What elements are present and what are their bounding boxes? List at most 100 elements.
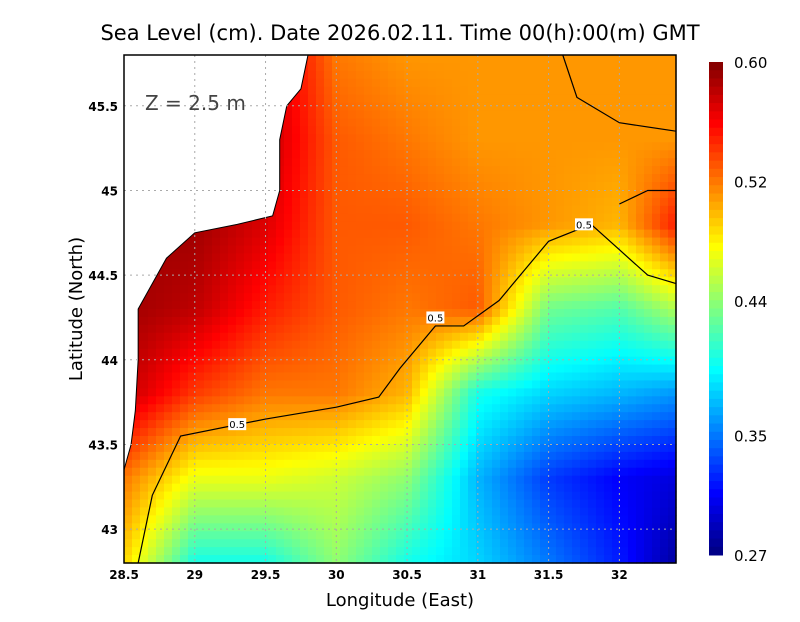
heat-cell xyxy=(612,126,621,135)
heat-cell xyxy=(572,253,581,262)
heat-cell xyxy=(532,507,541,516)
heat-cell xyxy=(420,491,429,501)
heat-cell xyxy=(524,309,533,318)
heat-cell xyxy=(668,555,677,564)
heat-cell xyxy=(596,229,605,239)
heat-cell xyxy=(412,547,421,556)
heat-cell xyxy=(604,396,613,405)
heat-cell xyxy=(236,269,245,278)
heat-cell xyxy=(140,412,149,421)
heat-cell xyxy=(444,396,453,405)
heat-cell xyxy=(460,301,469,310)
heat-cell xyxy=(356,396,365,405)
heat-cell xyxy=(236,372,245,382)
heat-cell xyxy=(428,102,437,112)
heat-cell xyxy=(308,523,317,532)
heat-cell xyxy=(332,301,341,310)
heat-cell xyxy=(596,197,605,207)
heat-cell xyxy=(420,443,429,453)
heat-cell xyxy=(404,293,413,302)
heat-cell xyxy=(524,94,533,104)
heat-cell xyxy=(132,531,141,540)
heat-cell xyxy=(508,134,517,143)
heat-cell xyxy=(612,55,621,64)
heat-cell xyxy=(428,237,437,247)
heat-cell xyxy=(668,531,677,540)
heat-cell xyxy=(292,364,301,374)
heat-cell xyxy=(308,420,317,429)
heat-cell xyxy=(292,309,301,318)
heat-cell xyxy=(220,428,229,437)
heat-cell xyxy=(668,277,677,286)
heat-cell xyxy=(508,412,517,421)
heat-cell xyxy=(332,229,341,239)
heat-cell xyxy=(588,388,597,397)
heat-cell xyxy=(444,166,453,175)
heat-cell xyxy=(348,62,357,72)
heat-cell xyxy=(412,356,421,366)
heat-cell xyxy=(308,285,317,294)
heat-cell xyxy=(204,412,213,421)
heat-cell xyxy=(236,245,245,255)
heat-cell xyxy=(284,499,293,509)
heat-cell xyxy=(428,142,437,151)
heat-cell xyxy=(540,459,549,469)
heat-cell xyxy=(484,324,493,334)
heat-cell xyxy=(556,277,565,286)
colorbar-swatch xyxy=(709,456,723,466)
heat-cell xyxy=(420,555,429,564)
heat-cell xyxy=(524,475,533,485)
heat-cell xyxy=(340,491,349,501)
heat-cell xyxy=(540,483,549,493)
heat-cell xyxy=(460,356,469,366)
heat-cell xyxy=(252,277,261,286)
heat-cell xyxy=(196,229,205,239)
heat-cell xyxy=(628,475,637,485)
heat-cell xyxy=(548,388,557,397)
heat-cell xyxy=(612,62,621,72)
heat-cell xyxy=(308,253,317,262)
heat-cell xyxy=(556,539,565,548)
heat-cell xyxy=(652,62,661,72)
heat-cell xyxy=(228,475,237,485)
heat-cell xyxy=(548,459,557,469)
heat-cell xyxy=(652,404,661,413)
heat-cell xyxy=(172,547,181,556)
heat-cell xyxy=(140,404,149,413)
heat-cell xyxy=(260,539,269,548)
heat-cell xyxy=(380,277,389,286)
heat-cell xyxy=(380,70,389,80)
heat-cell xyxy=(564,189,573,199)
heat-cell xyxy=(476,547,485,556)
heat-cell xyxy=(564,364,573,374)
heat-cell xyxy=(436,372,445,382)
heat-cell xyxy=(660,126,669,135)
heat-cell xyxy=(244,348,253,358)
heat-cell xyxy=(580,356,589,366)
heat-cell xyxy=(420,174,429,183)
heat-cell xyxy=(516,158,525,167)
heat-cell xyxy=(412,340,421,350)
heat-cell xyxy=(532,62,541,72)
heat-cell xyxy=(300,118,309,128)
heat-cell xyxy=(548,150,557,159)
heat-cell xyxy=(492,340,501,350)
heat-cell xyxy=(268,348,277,358)
heat-cell xyxy=(532,134,541,143)
heat-cell xyxy=(668,205,677,215)
heat-cell xyxy=(412,245,421,255)
heat-cell xyxy=(532,78,541,88)
colorbar-swatch xyxy=(709,127,723,137)
heat-cell xyxy=(652,94,661,104)
heat-cell xyxy=(436,301,445,310)
heat-cell xyxy=(428,372,437,382)
heat-cell xyxy=(500,158,509,167)
heat-cell xyxy=(180,332,189,342)
heat-cell xyxy=(356,197,365,207)
heat-cell xyxy=(324,55,333,64)
heat-cell xyxy=(556,483,565,493)
heat-cell xyxy=(348,245,357,255)
heat-cell xyxy=(276,301,285,310)
heat-cell xyxy=(620,436,629,445)
heat-cell xyxy=(412,134,421,143)
